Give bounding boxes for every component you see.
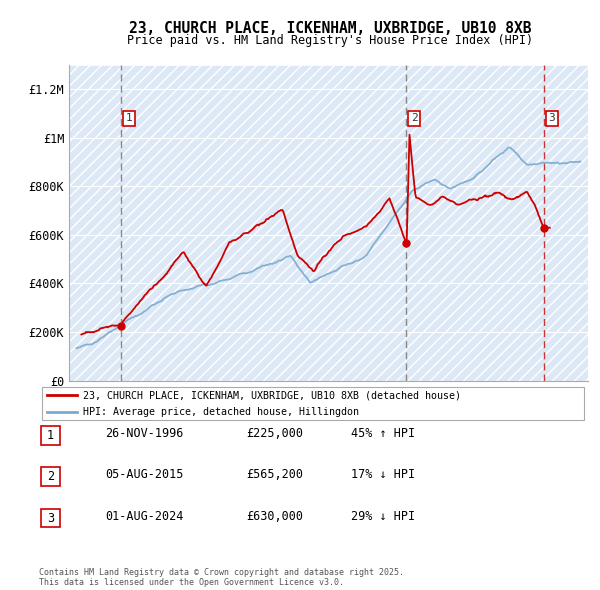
Text: Contains HM Land Registry data © Crown copyright and database right 2025.
This d: Contains HM Land Registry data © Crown c…: [39, 568, 404, 587]
Text: £630,000: £630,000: [246, 510, 303, 523]
Text: 2: 2: [47, 470, 54, 483]
Text: 01-AUG-2024: 01-AUG-2024: [105, 510, 184, 523]
Text: HPI: Average price, detached house, Hillingdon: HPI: Average price, detached house, Hill…: [83, 407, 359, 417]
Text: 1: 1: [47, 429, 54, 442]
FancyBboxPatch shape: [41, 509, 60, 527]
Text: 3: 3: [548, 113, 555, 123]
FancyBboxPatch shape: [42, 386, 584, 421]
Text: Price paid vs. HM Land Registry's House Price Index (HPI): Price paid vs. HM Land Registry's House …: [127, 34, 533, 47]
FancyBboxPatch shape: [41, 426, 60, 445]
Text: 45% ↑ HPI: 45% ↑ HPI: [351, 427, 415, 440]
Text: £565,200: £565,200: [246, 468, 303, 481]
Text: 26-NOV-1996: 26-NOV-1996: [105, 427, 184, 440]
Text: 05-AUG-2015: 05-AUG-2015: [105, 468, 184, 481]
Text: 23, CHURCH PLACE, ICKENHAM, UXBRIDGE, UB10 8XB: 23, CHURCH PLACE, ICKENHAM, UXBRIDGE, UB…: [129, 21, 531, 35]
Text: 23, CHURCH PLACE, ICKENHAM, UXBRIDGE, UB10 8XB (detached house): 23, CHURCH PLACE, ICKENHAM, UXBRIDGE, UB…: [83, 390, 461, 400]
Text: 17% ↓ HPI: 17% ↓ HPI: [351, 468, 415, 481]
Text: 29% ↓ HPI: 29% ↓ HPI: [351, 510, 415, 523]
FancyBboxPatch shape: [41, 467, 60, 486]
Text: £225,000: £225,000: [246, 427, 303, 440]
Text: 2: 2: [411, 113, 418, 123]
Text: 3: 3: [47, 512, 54, 525]
Text: 1: 1: [126, 113, 133, 123]
